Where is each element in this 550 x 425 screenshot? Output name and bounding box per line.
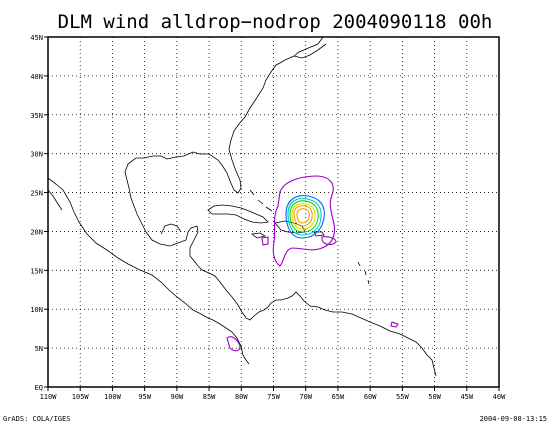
lat-label: 30N [30,151,43,159]
coast-bahamas [249,189,273,212]
coast-yucatan [160,223,182,235]
longitude-labels: 110W 105W 100W 95W 90W 85W 80W 75W 70W 65W 60W 55W 5… [40,387,506,401]
contour-green [289,200,319,233]
contour-cyan [287,198,322,236]
latitude-labels: EQ 5N 10N 15N 20N 25N 30N 35N 40N 45N [30,34,48,392]
lon-label: 70W [299,393,312,401]
lat-label: EQ [35,384,43,392]
wind-contours [226,175,399,352]
lat-label: 15N [30,267,43,275]
lon-label: 65W [332,393,345,401]
coast-puerto-rico [313,231,325,237]
coast-central-america [197,265,437,377]
lat-label: 10N [30,306,43,314]
coast-mexico-west [47,177,250,365]
contour-outer-west [261,236,269,246]
lon-label: 105W [72,393,90,401]
contour-core [296,208,310,224]
coast-baja [47,189,63,211]
lon-label: 95W [138,393,151,401]
lon-label: 55W [396,393,409,401]
lat-label: 25N [30,190,43,198]
lon-label: 100W [104,393,122,401]
coast-cuba [207,204,269,224]
lon-label: 45W [460,393,473,401]
footer-timestamp: 2004-09-08-13:15 [480,415,547,423]
lon-label: 80W [235,393,248,401]
lat-label: 20N [30,228,43,236]
lon-label: 75W [267,393,280,401]
coast-jamaica [251,232,267,239]
map-title: DLM wind alldrop−nodrop 2004090118 00h [58,11,493,33]
contour-yellow [291,203,316,230]
contour-outer-south [226,336,241,352]
lon-label: 60W [364,393,377,401]
lon-label: 90W [171,393,184,401]
lon-label: 40W [493,393,506,401]
lon-label: 110W [40,393,58,401]
coast-lesser-antilles [357,261,370,285]
lon-label: 85W [203,393,216,401]
contour-blue [285,195,325,239]
coast-us-east [124,36,324,267]
lon-label: 50W [428,393,441,401]
lat-label: 40N [30,73,43,81]
graticule [48,37,499,387]
contour-outer-east [390,321,399,328]
contour-outer [272,175,336,267]
footer-credit: GrADS: COLA/IGES [3,415,70,423]
lat-label: 5N [35,345,43,353]
contour-orange [293,205,313,227]
coast-nova-scotia [293,43,327,59]
lat-label: 35N [30,112,43,120]
contour-outer-small [321,236,337,245]
lat-label: 45N [30,34,43,42]
coastlines [47,36,437,377]
